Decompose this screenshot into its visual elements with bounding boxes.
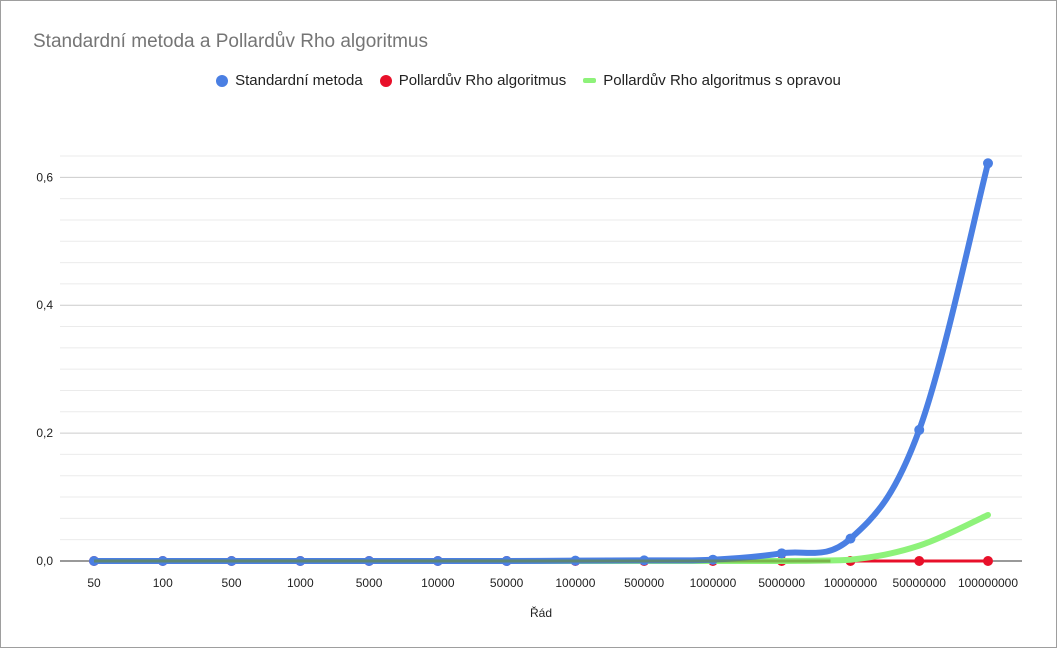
series-line-standard: [91, 160, 991, 565]
x-axis-ticks: 50 100 500 1000 5000 10000 50000 100000 500000 10…: [87, 576, 1018, 590]
data-point-standard[interactable]: [776, 548, 787, 559]
data-point-pollard[interactable]: [914, 556, 925, 566]
x-tick-label: 100000000: [958, 576, 1018, 590]
y-tick-label: 0,0: [36, 554, 53, 568]
legend-marker-pollard-fixed: [583, 78, 597, 83]
series-layer: [89, 158, 993, 566]
data-point-standard[interactable]: [983, 158, 993, 169]
x-tick-label: 10000: [421, 576, 455, 590]
y-tick-label: 0,6: [36, 170, 53, 184]
x-tick-label: 50: [87, 576, 101, 590]
y-axis-ticks: 0,0 0,2 0,4 0,6: [36, 170, 53, 568]
x-tick-label: 50000000: [893, 576, 947, 590]
legend-label-standard: Standardní metoda: [235, 72, 363, 89]
legend-marker-pollard: [379, 74, 392, 87]
x-tick-label: 500: [222, 576, 242, 590]
data-point-pollard[interactable]: [983, 556, 993, 566]
x-axis-label: Řád: [530, 605, 552, 620]
x-tick-label: 10000000: [824, 576, 878, 590]
x-tick-label: 5000000: [758, 576, 805, 590]
x-tick-label: 100000: [555, 576, 595, 590]
x-tick-label: 5000: [356, 576, 383, 590]
legend-label-pollard-fixed: Pollardův Rho algoritmus s opravou: [603, 72, 841, 89]
x-tick-label: 500000: [624, 576, 664, 590]
legend-item-standard[interactable]: Standardní metoda: [216, 72, 363, 89]
x-tick-label: 100: [153, 576, 173, 590]
data-point-standard[interactable]: [845, 533, 856, 544]
data-point-standard[interactable]: [914, 424, 925, 435]
x-tick-label: 1000: [287, 576, 314, 590]
legend-item-pollard-fixed[interactable]: Pollardův Rho algoritmus s opravou: [583, 72, 841, 89]
legend-label-pollard: Pollardův Rho algoritmus: [398, 72, 567, 89]
x-tick-label: 1000000: [690, 576, 737, 590]
y-tick-label: 0,4: [36, 298, 53, 312]
legend: Standardní metoda Pollardův Rho algoritm…: [0, 72, 1057, 89]
chart-title: Standardní metoda a Pollardův Rho algori…: [33, 31, 429, 52]
legend-item-pollard[interactable]: Pollardův Rho algoritmus: [379, 72, 567, 89]
grid-lines: [60, 155, 1022, 562]
y-tick-label: 0,2: [36, 426, 53, 440]
legend-marker-standard: [216, 74, 229, 87]
x-tick-label: 50000: [490, 576, 524, 590]
